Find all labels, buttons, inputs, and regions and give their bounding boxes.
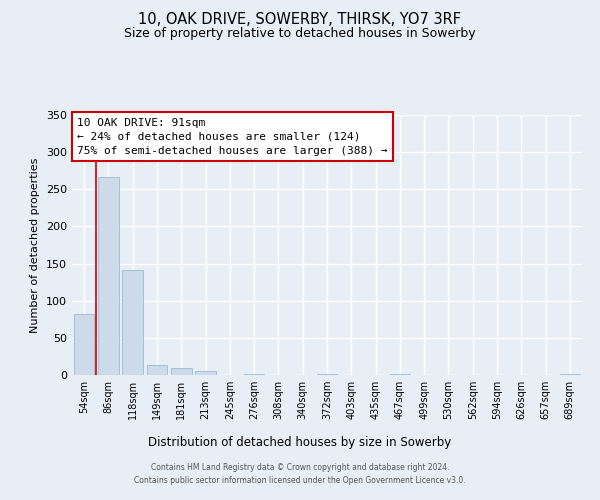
- Text: Contains public sector information licensed under the Open Government Licence v3: Contains public sector information licen…: [134, 476, 466, 485]
- Bar: [74, 314, 94, 375]
- Text: Distribution of detached houses by size in Sowerby: Distribution of detached houses by size …: [148, 436, 452, 449]
- Bar: [244, 374, 265, 375]
- Text: Contains HM Land Registry data © Crown copyright and database right 2024.: Contains HM Land Registry data © Crown c…: [151, 464, 449, 472]
- Bar: [195, 372, 216, 375]
- Bar: [146, 364, 167, 375]
- Text: 10, OAK DRIVE, SOWERBY, THIRSK, YO7 3RF: 10, OAK DRIVE, SOWERBY, THIRSK, YO7 3RF: [139, 12, 461, 28]
- Bar: [317, 374, 337, 375]
- Bar: [560, 374, 580, 375]
- Y-axis label: Number of detached properties: Number of detached properties: [31, 158, 40, 332]
- Bar: [389, 374, 410, 375]
- Text: 10 OAK DRIVE: 91sqm
← 24% of detached houses are smaller (124)
75% of semi-detac: 10 OAK DRIVE: 91sqm ← 24% of detached ho…: [77, 118, 388, 156]
- Bar: [98, 176, 119, 375]
- Bar: [171, 368, 191, 375]
- Text: Size of property relative to detached houses in Sowerby: Size of property relative to detached ho…: [124, 28, 476, 40]
- Bar: [122, 270, 143, 375]
